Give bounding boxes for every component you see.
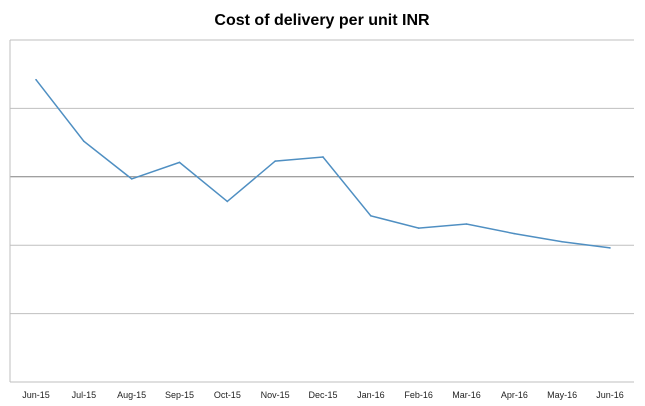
data-point-Sep-15 <box>178 161 181 164</box>
x-tick-label: Jul-15 <box>72 390 97 400</box>
x-tick-label: May-16 <box>547 390 577 400</box>
x-tick-label: Feb-16 <box>404 390 433 400</box>
data-point-Jan-16 <box>370 214 372 217</box>
series-layer <box>35 78 611 249</box>
data-point-Feb-16 <box>417 227 420 229</box>
x-tick-label: Oct-15 <box>214 390 241 400</box>
x-tick-label: Apr-16 <box>501 390 528 400</box>
data-point-Jun-16 <box>609 247 611 249</box>
gridlines <box>10 39 634 315</box>
series-line-1 <box>35 79 611 249</box>
data-point-Aug-15 <box>130 178 133 180</box>
data-point-Jun-15 <box>35 78 37 81</box>
data-point-Nov-15 <box>274 160 276 162</box>
x-tick-label: Jan-16 <box>357 390 385 400</box>
x-tick-label: Sep-15 <box>165 390 194 400</box>
x-tick-label: Jun-16 <box>596 390 624 400</box>
x-tick-label: Mar-16 <box>452 390 481 400</box>
data-point-Apr-16 <box>513 232 516 235</box>
data-point-Oct-15 <box>226 200 229 203</box>
x-tick-label: Dec-15 <box>308 390 337 400</box>
data-point-May-16 <box>561 240 563 243</box>
data-point-Jul-15 <box>83 140 85 143</box>
x-tick-labels: Jun-15 Jul-15 Aug-15 Sep-15 Oct-15 Nov-15 Dec-… <box>22 390 624 400</box>
x-tick-label: Nov-15 <box>261 390 290 400</box>
data-point-Dec-15 <box>322 156 324 158</box>
data-point-Mar-16 <box>465 223 468 225</box>
x-tick-label: Jun-15 <box>22 390 50 400</box>
x-tick-label: Aug-15 <box>117 390 146 400</box>
chart-title: Cost of delivery per unit INR <box>214 12 430 29</box>
